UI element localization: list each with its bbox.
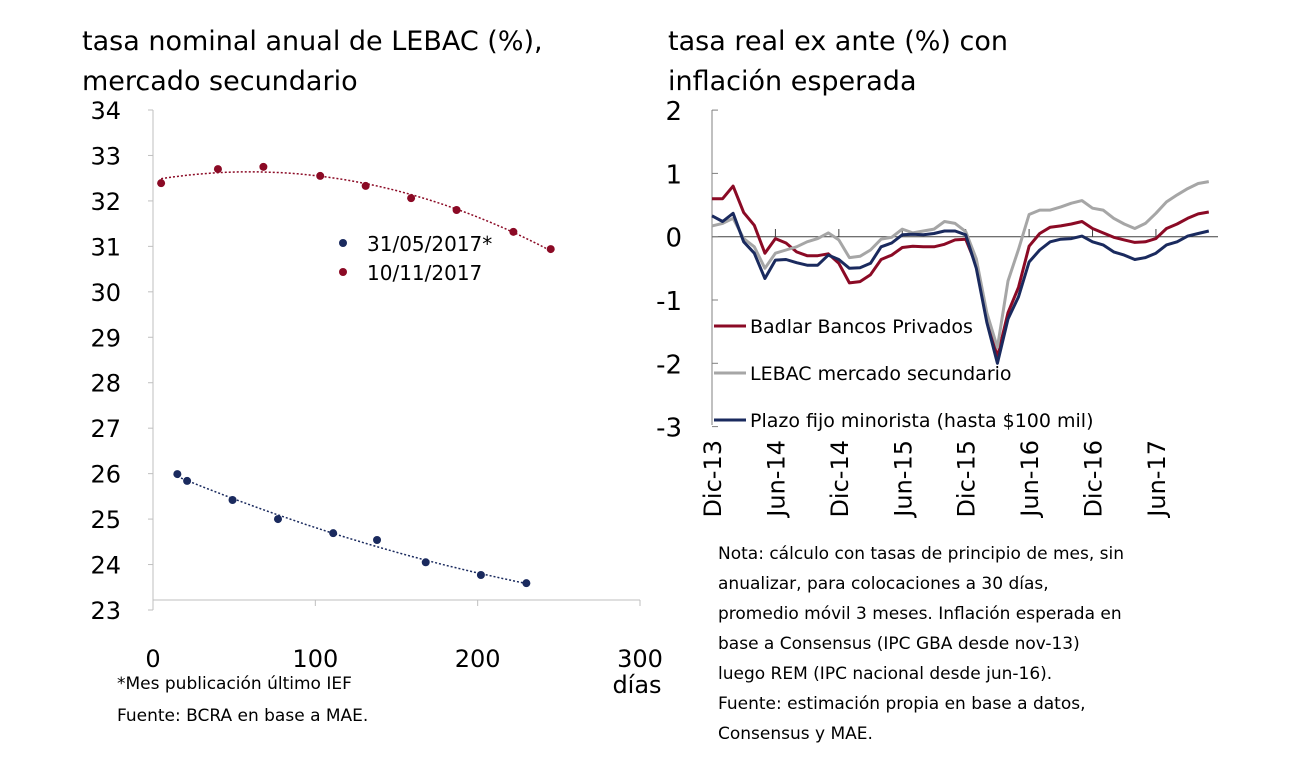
right-x-tick-label: Jun-14 <box>762 440 790 519</box>
left-y-tick-label: 31 <box>90 233 121 261</box>
left-y-tick-label: 24 <box>90 552 121 580</box>
right-x-tick-label: Dic-14 <box>826 440 854 518</box>
right-x-tick-label: Jun-17 <box>1143 440 1171 519</box>
right-y-tick-label: 0 <box>665 224 682 254</box>
legend-marker <box>339 268 347 276</box>
left-y-tick-label: 27 <box>90 415 121 443</box>
data-point <box>329 529 338 538</box>
data-point <box>421 558 430 567</box>
legend-marker <box>339 239 347 247</box>
right-chart-title-line1: tasa real ex ante (%) con <box>668 26 1008 57</box>
right-y-tick-label: -1 <box>656 287 682 317</box>
right-y-tick-label: -2 <box>656 350 682 380</box>
data-point <box>361 181 370 190</box>
data-point <box>476 571 485 579</box>
legend-label: Badlar Bancos Privados <box>750 316 973 338</box>
right-x-tick-label: Dic-16 <box>1080 440 1108 518</box>
data-point <box>173 470 182 479</box>
left-y-tick-label: 25 <box>90 506 121 534</box>
legend-label: 10/11/2017 <box>367 261 482 285</box>
right-x-tick-label: Jun-15 <box>889 440 917 519</box>
right-y-tick-label: -3 <box>656 414 682 444</box>
left-footnote-1: *Mes publicación último IEF <box>117 674 352 694</box>
right-footnote-line: anualizar, para colocaciones a 30 días, <box>718 574 1049 594</box>
left-footnote-2: Fuente: BCRA en base a MAE. <box>117 706 369 726</box>
data-point <box>452 206 461 214</box>
left-chart-title-line2: mercado secundario <box>82 66 358 97</box>
data-point <box>157 179 166 188</box>
right-footnote-line: Nota: cálculo con tasas de principio de … <box>718 544 1125 564</box>
right-footnote-line: luego REM (IPC nacional desde jun-16). <box>718 664 1053 684</box>
left-x-tick-label: 0 <box>145 645 160 673</box>
data-point <box>316 171 325 180</box>
left-x-tick-label: 200 <box>455 645 501 673</box>
data-point <box>183 476 192 485</box>
right-x-tick-label: Dic-15 <box>953 440 981 518</box>
data-point <box>373 536 382 544</box>
right-x-tick-label: Dic-13 <box>699 440 727 518</box>
trendline-nov <box>160 171 552 252</box>
left-y-tick-label: 23 <box>90 597 121 625</box>
data-point <box>522 579 531 588</box>
right-chart-title-line2: inflación esperada <box>668 66 917 97</box>
data-point <box>259 162 268 171</box>
series-line-badlar <box>712 184 1210 359</box>
left-y-tick-label: 33 <box>90 142 121 170</box>
left-y-tick-label: 28 <box>90 370 121 398</box>
data-point <box>273 515 282 524</box>
trendline-may <box>177 475 527 585</box>
left-x-tick-label: 300 <box>617 645 663 673</box>
left-chart-title-line1: tasa nominal anual de LEBAC (%), <box>82 26 543 57</box>
data-point <box>228 496 237 504</box>
left-x-tick-label: 100 <box>292 645 338 673</box>
data-point <box>546 245 555 254</box>
left-y-tick-label: 34 <box>90 97 121 125</box>
left-x-axis-label: días <box>612 671 661 699</box>
right-y-tick-label: 1 <box>665 160 682 190</box>
series-line-plazo-fijo <box>711 211 1210 365</box>
right-footnote-line: base a Consensus (IPC GBA desde nov-13) <box>718 634 1080 654</box>
legend-label: LEBAC mercado secundario <box>750 363 1012 385</box>
left-y-tick-label: 26 <box>90 461 121 489</box>
data-point <box>213 165 222 174</box>
right-footnote-line: Consensus y MAE. <box>718 724 873 744</box>
data-point <box>407 194 416 203</box>
left-y-tick-label: 32 <box>90 188 121 216</box>
series-line-lebac <box>711 180 1210 349</box>
right-x-tick-label: Jun-16 <box>1016 440 1044 519</box>
right-y-tick-label: 2 <box>665 97 682 127</box>
legend-label: Plazo fijo minorista (hasta $100 mil) <box>750 410 1094 432</box>
legend-label: 31/05/2017* <box>367 232 492 256</box>
right-footnote-line: Fuente: estimación propia en base a dato… <box>718 694 1086 714</box>
left-y-tick-label: 30 <box>90 279 121 307</box>
left-y-tick-label: 29 <box>90 324 121 352</box>
data-point <box>509 227 518 236</box>
right-footnote-line: promedio móvil 3 meses. Inflación espera… <box>718 604 1122 624</box>
